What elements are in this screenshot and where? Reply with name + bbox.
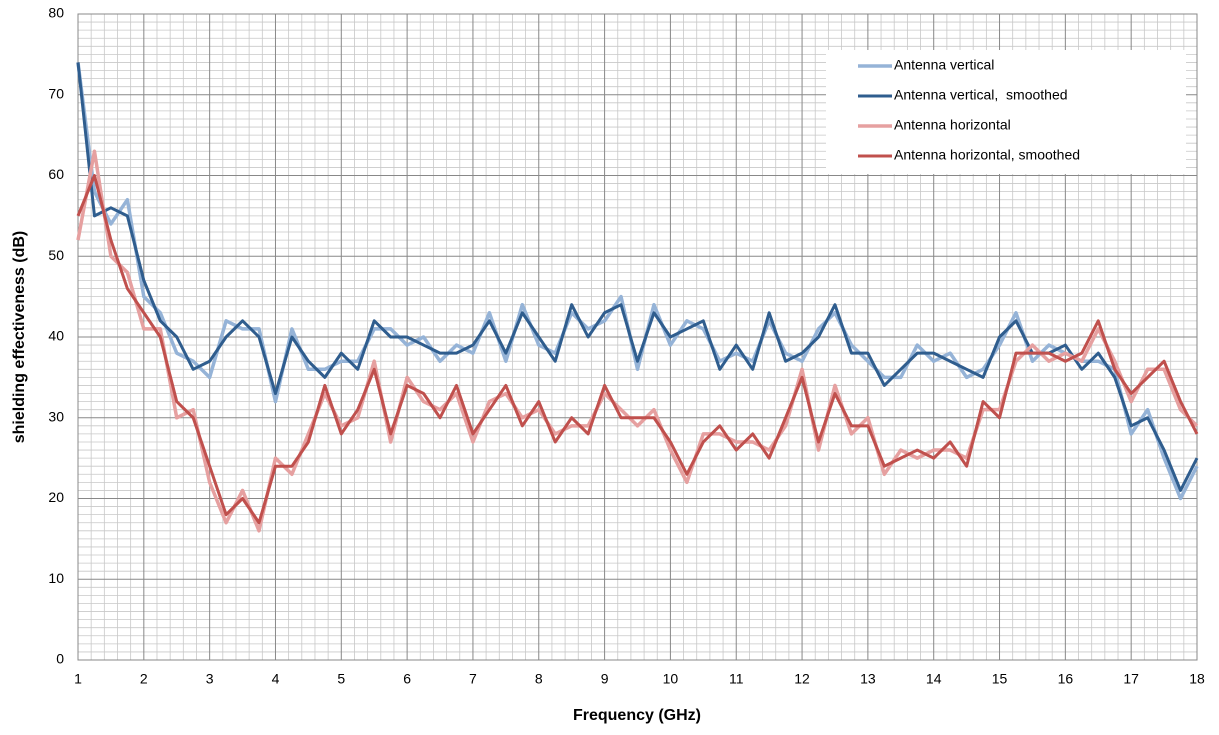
y-tick-label: 80 [48,5,64,21]
x-tick-label: 17 [1123,671,1139,687]
legend-label: Antenna horizontal, smoothed [894,147,1080,163]
y-tick-label: 40 [48,328,64,344]
x-axis-label: Frequency (GHz) [573,707,701,724]
x-tick-label: 10 [663,671,679,687]
series-line [76,62,1199,492]
y-tick-label: 10 [48,570,64,586]
x-tick-label: 5 [337,671,345,687]
x-tick-label: 6 [403,671,411,687]
series-line [76,174,1199,525]
x-tick-label: 12 [794,671,810,687]
x-tick-label: 9 [601,671,609,687]
y-tick-label: 70 [48,85,64,101]
x-tick-label: 13 [860,671,876,687]
y-tick-label: 20 [48,489,64,505]
x-tick-label: 1 [74,671,82,687]
y-tick-label: 50 [48,247,64,263]
legend-box [826,50,1186,174]
x-tick-label: 2 [140,671,148,687]
x-tick-label: 18 [1189,671,1205,687]
legend-label: Antenna horizontal [894,117,1011,133]
series-line [76,149,1199,533]
x-tick-label: 4 [272,671,280,687]
x-tick-label: 14 [926,671,942,687]
x-tick-label: 15 [992,671,1008,687]
x-tick-label: 16 [1058,671,1074,687]
y-tick-label: 30 [48,408,64,424]
x-tick-label: 3 [206,671,214,687]
legend-label: Antenna vertical [894,57,994,73]
y-tick-label: 60 [48,166,64,182]
legend-label: Antenna vertical, smoothed [894,87,1068,103]
x-tick-label: 8 [535,671,543,687]
x-tick-label: 11 [729,671,744,687]
x-tick-label: 7 [469,671,477,687]
legend: Antenna vertical Antenna vertical, smooth… [826,50,1186,174]
y-tick-label: 0 [56,651,64,667]
y-axis-label: shielding effectiveness (dB) [11,231,28,444]
plot-border [77,13,1198,661]
